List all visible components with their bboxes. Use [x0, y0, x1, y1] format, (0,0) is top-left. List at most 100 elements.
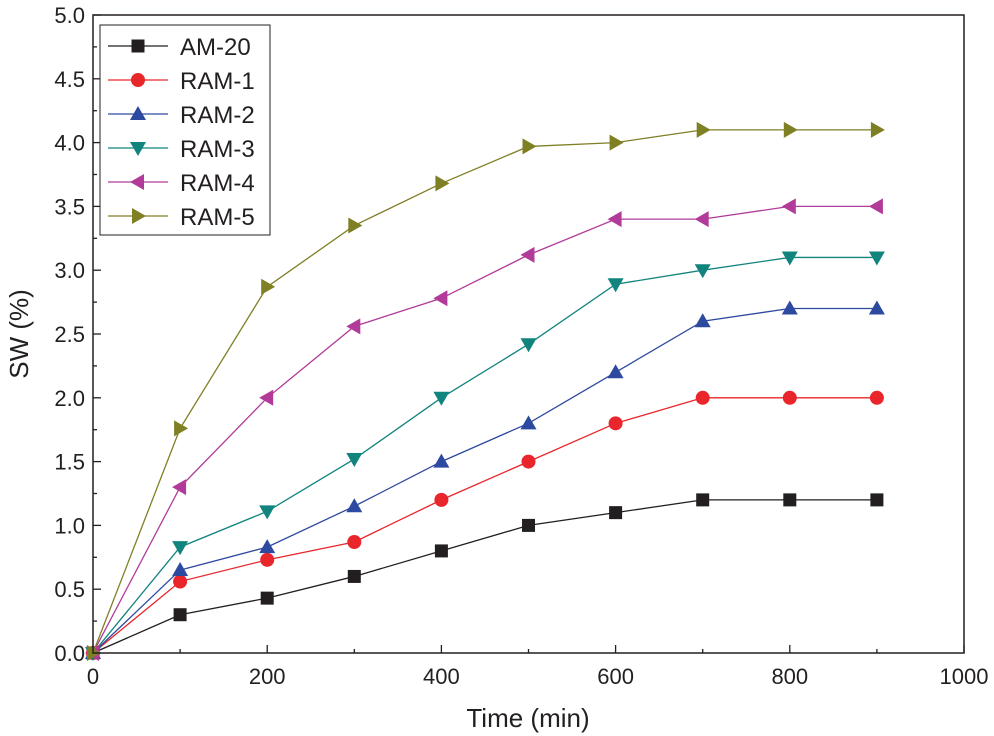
data-point — [434, 544, 448, 558]
y-tick-label: 0.0 — [54, 641, 85, 666]
series-line — [92, 499, 877, 654]
x-tick-label: 400 — [423, 664, 460, 689]
x-tick-label: 0 — [87, 664, 99, 689]
data-point — [607, 278, 624, 293]
x-axis-title: Time (min) — [466, 703, 589, 733]
data-point — [346, 498, 363, 513]
legend-box — [99, 24, 271, 236]
ticks-layer: 0 200 400 600 800 1000 0.0 0.5 1.0 1.5 2.0 2.5 3.0 3.… — [54, 3, 988, 689]
data-point — [520, 246, 535, 263]
data-point — [520, 415, 537, 430]
y-axis-title: SW (%) — [4, 289, 34, 379]
legend-item-ram-2: RAM-2 — [108, 102, 255, 129]
data-point — [433, 290, 448, 307]
legend: AM-20 RAM-1 RAM-2 RAM-3 RAM-4 RAM-5 — [99, 24, 271, 236]
data-point — [347, 534, 362, 549]
legend-label: RAM-3 — [180, 136, 255, 163]
data-point — [696, 121, 711, 138]
data-point — [695, 390, 710, 405]
legend-marker — [130, 174, 144, 190]
x-tick-label: 1000 — [940, 664, 989, 689]
data-point — [172, 541, 189, 556]
series-line — [92, 307, 877, 654]
series-line — [92, 397, 877, 654]
data-point — [522, 518, 535, 532]
series-ram-5 — [87, 121, 885, 661]
data-point — [347, 569, 361, 583]
legend-label: AM-20 — [180, 34, 251, 61]
data-point — [435, 175, 450, 192]
data-point — [869, 390, 884, 405]
data-point — [433, 453, 450, 468]
data-point — [172, 479, 187, 496]
x-tick-label: 600 — [597, 664, 634, 689]
legend-marker — [131, 39, 145, 53]
data-point — [346, 453, 363, 468]
data-point — [868, 251, 885, 266]
x-tick-label: 800 — [771, 664, 808, 689]
data-point — [694, 211, 709, 228]
legend-item-ram-3: RAM-3 — [108, 136, 255, 163]
data-point — [609, 134, 624, 151]
data-point — [260, 552, 275, 567]
legend-label: RAM-2 — [180, 102, 255, 129]
data-point — [259, 539, 276, 554]
y-tick-label: 0.5 — [54, 577, 85, 602]
data-point — [522, 138, 537, 155]
data-point — [694, 264, 711, 279]
data-point — [781, 198, 796, 215]
data-point — [783, 493, 797, 507]
plot-frame — [92, 14, 965, 654]
legend-marker — [130, 142, 146, 156]
y-tick-label: 3.5 — [54, 194, 85, 219]
x-tick-label: 200 — [249, 664, 286, 689]
y-tick-label: 2.5 — [54, 322, 85, 347]
data-point — [607, 211, 622, 228]
y-tick-label: 2.0 — [54, 386, 85, 411]
data-point — [782, 390, 797, 405]
data-point — [346, 318, 361, 335]
data-point — [868, 198, 883, 215]
data-point — [261, 278, 276, 295]
legend-item-am-20: AM-20 — [108, 34, 251, 61]
series-am-20 — [86, 493, 884, 660]
data-point — [521, 454, 536, 469]
data-point — [609, 506, 623, 520]
series-line — [92, 129, 877, 654]
data-point — [259, 389, 274, 406]
legend-marker — [132, 208, 146, 224]
legend-label: RAM-4 — [180, 170, 255, 197]
y-tick-label: 3.0 — [54, 258, 85, 283]
legend-item-ram-1: RAM-1 — [108, 68, 255, 95]
y-tick-label: 4.0 — [54, 131, 85, 156]
legend-item-ram-5: RAM-5 — [108, 204, 255, 231]
y-tick-label: 5.0 — [54, 3, 85, 28]
legend-marker — [131, 73, 145, 87]
data-point — [172, 562, 189, 577]
legend-marker — [130, 106, 146, 120]
data-point — [608, 416, 623, 431]
series-ram-4 — [85, 198, 883, 661]
data-point — [173, 608, 187, 622]
data-point — [781, 300, 798, 315]
legend-label: RAM-1 — [180, 68, 255, 95]
y-tick-label: 4.5 — [54, 67, 85, 92]
y-tick-label: 1.0 — [54, 513, 85, 538]
series-line — [92, 256, 877, 654]
series-line — [92, 205, 877, 654]
data-point — [174, 420, 189, 437]
series-ram-3 — [85, 251, 885, 661]
data-point — [694, 313, 711, 328]
legend-item-ram-4: RAM-4 — [108, 170, 255, 197]
data-point — [870, 493, 884, 507]
data-point — [696, 493, 710, 507]
data-point — [348, 217, 363, 234]
data-point — [173, 574, 188, 589]
data-point — [520, 338, 537, 353]
data-point — [607, 364, 624, 379]
data-point — [434, 492, 449, 507]
data-point — [870, 121, 885, 138]
data-point — [259, 505, 276, 520]
legend-label: RAM-5 — [180, 204, 255, 231]
